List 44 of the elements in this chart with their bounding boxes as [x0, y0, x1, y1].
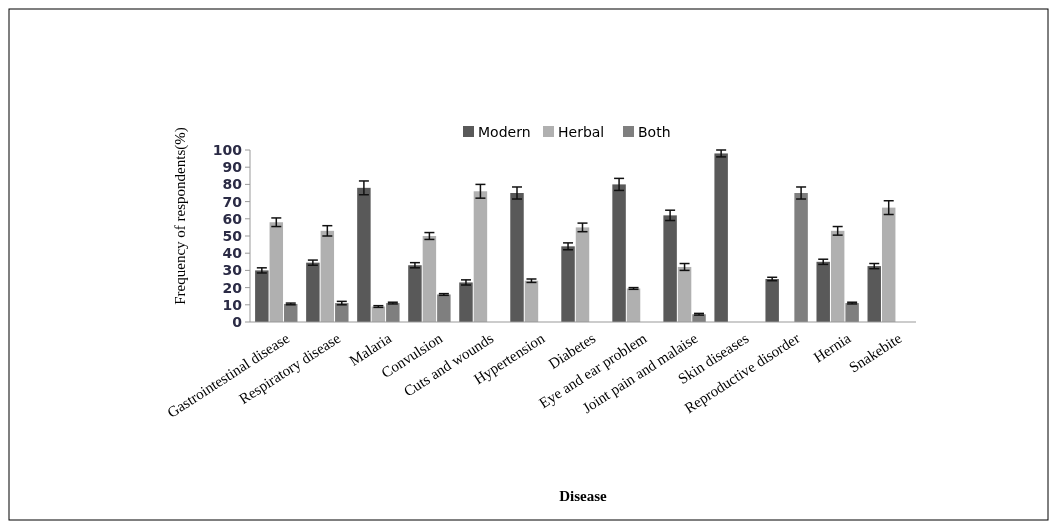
bar: [320, 230, 335, 322]
bar: [255, 270, 269, 322]
bar: [437, 294, 451, 322]
bar: [459, 282, 473, 322]
bar: [845, 303, 859, 322]
bar: [306, 262, 320, 322]
y-tick-label: 20: [222, 279, 243, 296]
y-tick-label: 0: [232, 313, 243, 330]
bar: [408, 265, 422, 322]
bar: [816, 261, 830, 322]
y-tick-label: 10: [222, 296, 243, 313]
bar: [335, 303, 349, 322]
y-tick-label: 70: [222, 193, 243, 210]
bar: [626, 288, 641, 322]
bar: [524, 280, 539, 322]
bar: [561, 246, 575, 322]
y-tick-label: 30: [222, 262, 243, 279]
legend-label: Herbal: [558, 123, 605, 140]
y-tick-label: 100: [212, 141, 243, 158]
legend-label: Modern: [478, 123, 531, 140]
bar: [794, 193, 808, 322]
bar: [473, 191, 488, 322]
bar: [663, 215, 677, 322]
bar: [386, 303, 400, 322]
bar: [765, 279, 779, 322]
y-tick-label: 50: [222, 227, 243, 244]
bar: [357, 187, 371, 322]
bar: [269, 222, 284, 322]
bar: [510, 193, 524, 322]
bar: [867, 266, 881, 322]
y-tick-label: 40: [222, 245, 243, 262]
x-axis-title: Disease: [559, 488, 608, 504]
bar: [677, 266, 692, 322]
bar: [422, 236, 437, 322]
y-axis-title: Frequency of respondents(%): [172, 127, 189, 305]
y-tick-label: 90: [222, 159, 243, 176]
bar: [575, 227, 590, 322]
y-tick-label: 80: [222, 176, 243, 193]
bar: [714, 153, 728, 322]
bar: [830, 230, 845, 322]
bar: [612, 184, 626, 322]
legend-label: Both: [638, 123, 671, 140]
bar: [881, 207, 896, 322]
y-tick-label: 60: [222, 210, 243, 227]
